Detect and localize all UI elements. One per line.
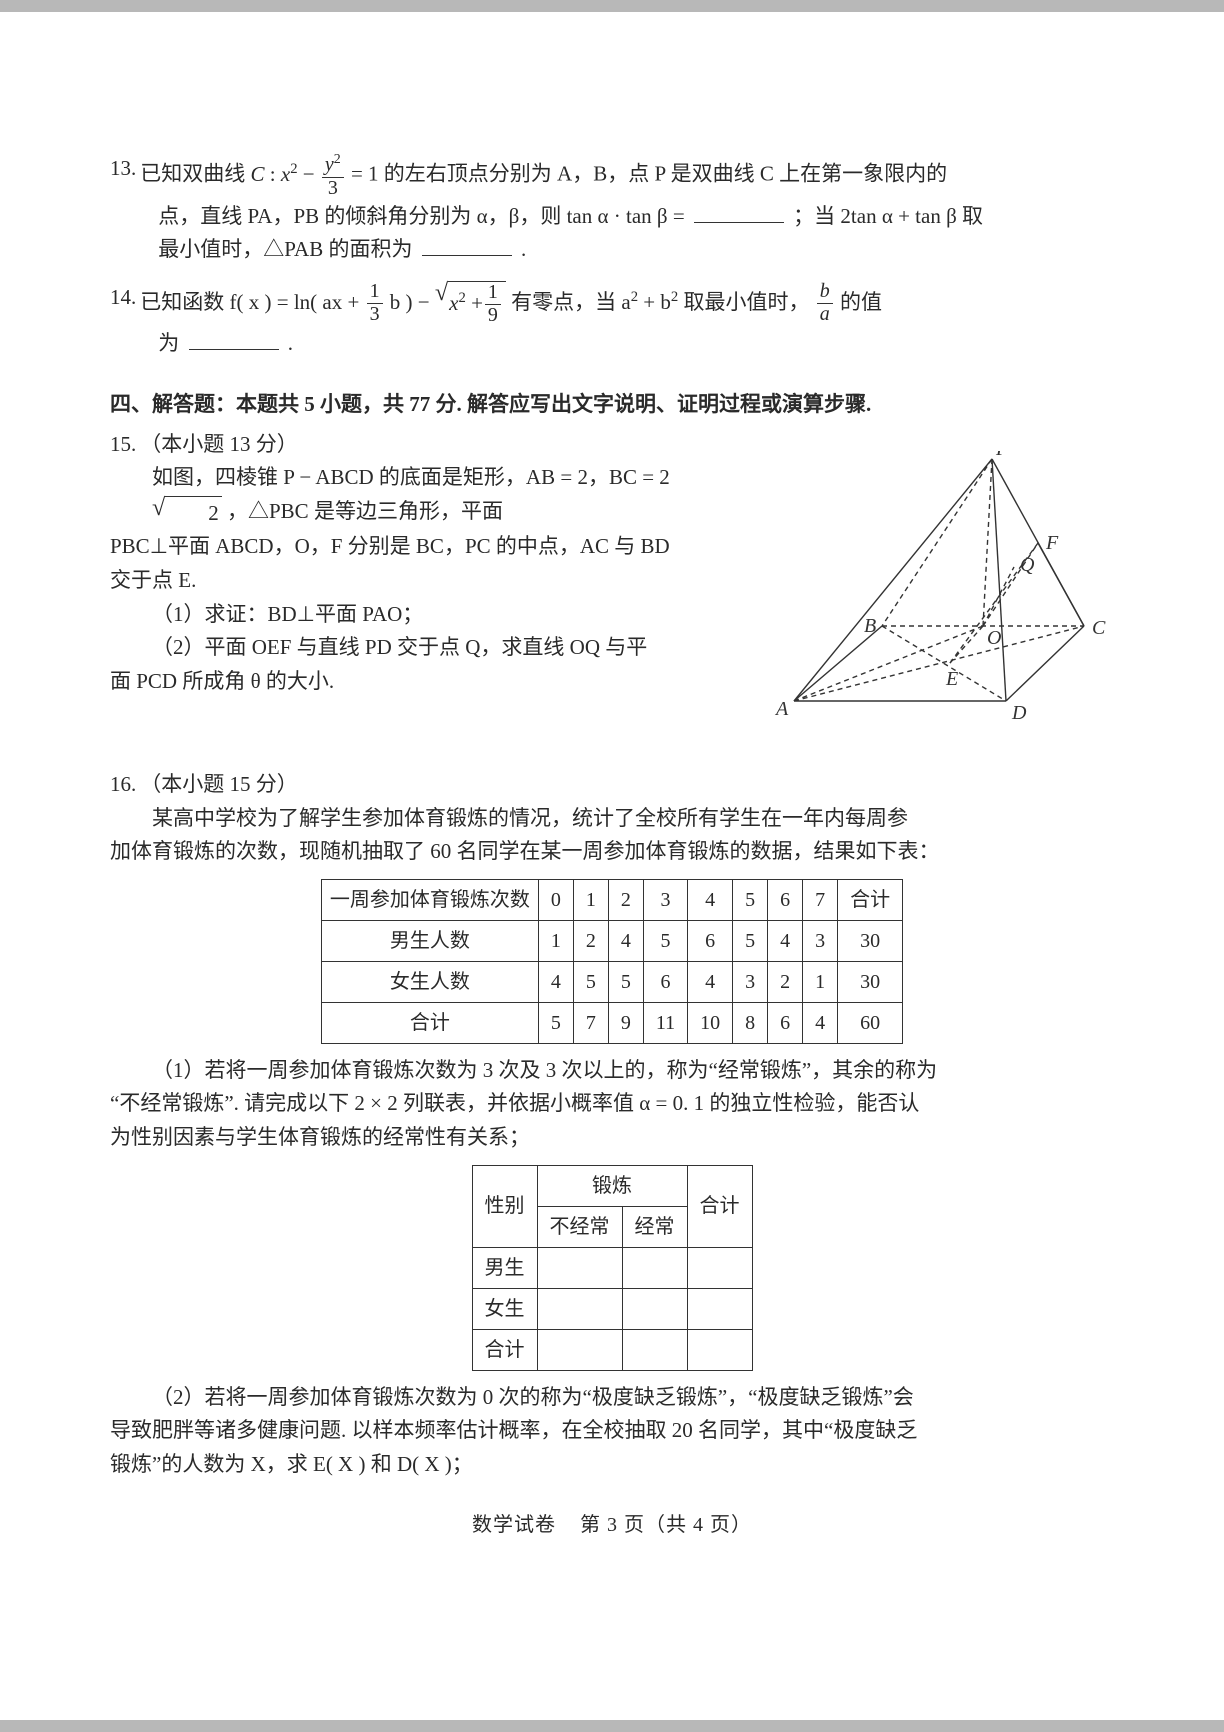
- footer-page: 第 3 页（共 4 页）: [580, 1514, 752, 1536]
- text: 已知双曲线: [140, 162, 250, 186]
- section-4-header: 四、解答题：本题共 5 小题，共 77 分. 解答应写出文字说明、证明过程或演算…: [110, 388, 1114, 422]
- numerator: y: [325, 154, 334, 176]
- problem-16-sub1b: “不经常锻炼”. 请完成以下 2 × 2 列联表，并依据小概率值 α = 0. …: [110, 1087, 1114, 1121]
- text: ，△PBC 是等边三角形，平面: [227, 499, 503, 523]
- problem-16-sub2c: 锻炼”的人数为 X，求 E( X ) 和 D( X )；: [110, 1448, 1114, 1482]
- text: C : x2 −: [251, 162, 320, 186]
- contingency-table: 性别锻炼合计不经常经常男生 女生 合计: [472, 1165, 753, 1371]
- problem-16-points: （本小题 15 分）: [140, 768, 298, 802]
- problem-14-number: 14.: [110, 281, 136, 315]
- text: ；当 2tan α + tan β 取: [793, 204, 983, 228]
- radicand: 2: [165, 496, 222, 531]
- page-footer: 数学试卷 第 3 页（共 4 页）: [110, 1509, 1114, 1541]
- svg-text:B: B: [864, 615, 876, 637]
- problem-16-sub1c: 为性别因素与学生体育锻炼的经常性有关系；: [110, 1121, 1114, 1155]
- text: b ) −: [390, 289, 435, 313]
- fraction: b a: [817, 281, 833, 326]
- problem-14: 14. 已知函数 f( x ) = ln( ax + 1 3 b ) − √ x…: [110, 281, 1114, 360]
- problem-13-number: 13.: [110, 152, 136, 186]
- problem-13-body: 已知双曲线 C : x2 − y2 3 = 1 的左右顶点分别为 A，B，点 P…: [140, 152, 1114, 200]
- text: 取最小值时，: [683, 289, 809, 313]
- fraction: 1 9: [485, 282, 501, 327]
- svg-text:O: O: [987, 627, 1001, 649]
- text: = 1 的左右顶点分别为 A，B，点 P 是双曲线 C 上在第一象限内的: [351, 162, 947, 186]
- square-root: √2: [110, 496, 222, 531]
- denominator: 3: [367, 304, 383, 326]
- denominator: 9: [485, 305, 501, 327]
- problem-14-cont: 为 .: [110, 327, 1114, 361]
- geometry-figure: P FQ B C O A E D: [774, 451, 1114, 742]
- svg-text:D: D: [1011, 702, 1027, 724]
- problem-16-sub2b: 导致肥胖等诸多健康问题. 以样本频率估计概率，在全校抽取 20 名同学，其中“极…: [110, 1414, 1114, 1448]
- footer-title: 数学试卷: [472, 1514, 556, 1536]
- fill-blank[interactable]: [694, 202, 784, 223]
- numerator: 1: [485, 282, 501, 305]
- svg-text:A: A: [774, 698, 789, 720]
- text: 如图，四棱锥 P − ABCD 的底面是矩形，AB = 2，BC = 2: [152, 465, 670, 489]
- fill-blank[interactable]: [189, 329, 279, 350]
- svg-text:E: E: [945, 668, 958, 690]
- problem-14-body: 已知函数 f( x ) = ln( ax + 1 3 b ) − √ x2 + …: [140, 281, 1114, 327]
- square-root: √ x2 + 1 9: [435, 281, 506, 327]
- fraction: 1 3: [367, 281, 383, 326]
- text: 的值: [840, 289, 882, 313]
- text: 已知函数 f( x ) = ln( ax +: [140, 289, 364, 313]
- problem-15-number: 15.: [110, 428, 136, 462]
- text: + b: [643, 289, 671, 313]
- fill-blank[interactable]: [422, 235, 512, 256]
- problem-15-points: （本小题 13 分）: [140, 428, 298, 462]
- denominator: 3: [322, 178, 344, 200]
- text: x2 +: [449, 287, 483, 321]
- problem-16-p1: 某高中学校为了解学生参加体育锻炼的情况，统计了全校所有学生在一年内每周参: [110, 802, 1114, 836]
- problem-13: 13. 已知双曲线 C : x2 − y2 3 = 1 的左右顶点分别为 A，B…: [110, 152, 1114, 267]
- problem-13-cont: 点，直线 PA，PB 的倾斜角分别为 α，β，则 tan α · tan β =…: [110, 200, 1114, 267]
- text: 为: [158, 331, 179, 355]
- text: 最小值时，△PAB 的面积为: [158, 237, 412, 261]
- text: .: [288, 331, 293, 355]
- svg-text:C: C: [1092, 617, 1106, 639]
- denominator: a: [820, 303, 830, 325]
- numerator: b: [820, 280, 830, 302]
- data-table-1: 一周参加体育锻炼次数01234567合计男生人数1245654330女生人数45…: [321, 879, 903, 1044]
- text: 有零点，当 a: [511, 289, 631, 313]
- exam-page: 13. 已知双曲线 C : x2 − y2 3 = 1 的左右顶点分别为 A，B…: [0, 0, 1224, 1732]
- problem-16-p2: 加体育锻炼的次数，现随机抽取了 60 名同学在某一周参加体育锻炼的数据，结果如下…: [110, 835, 1114, 869]
- problem-16: 16. （本小题 15 分） 某高中学校为了解学生参加体育锻炼的情况，统计了全校…: [110, 768, 1114, 1481]
- problem-16-sub2a: （2）若将一周参加体育锻炼次数为 0 次的称为“极度缺乏锻炼”，“极度缺乏锻炼”…: [110, 1381, 1114, 1415]
- svg-text:P: P: [995, 451, 1008, 460]
- problem-15: 15. （本小题 13 分） P FQ B C O A E D 如图，四棱锥 P − ABCD…: [110, 428, 1114, 750]
- pyramid-svg: P FQ B C O A E D: [774, 451, 1114, 731]
- fraction: y2 3: [322, 152, 344, 200]
- text: 点，直线 PA，PB 的倾斜角分别为 α，β，则 tan α · tan β =: [158, 204, 690, 228]
- problem-16-number: 16.: [110, 768, 136, 802]
- svg-text:Q: Q: [1020, 554, 1035, 576]
- svg-text:F: F: [1045, 532, 1059, 554]
- numerator: 1: [367, 281, 383, 304]
- problem-16-sub1a: （1）若将一周参加体育锻炼次数为 3 次及 3 次以上的，称为“经常锻炼”，其余…: [110, 1054, 1114, 1088]
- text: .: [521, 237, 526, 261]
